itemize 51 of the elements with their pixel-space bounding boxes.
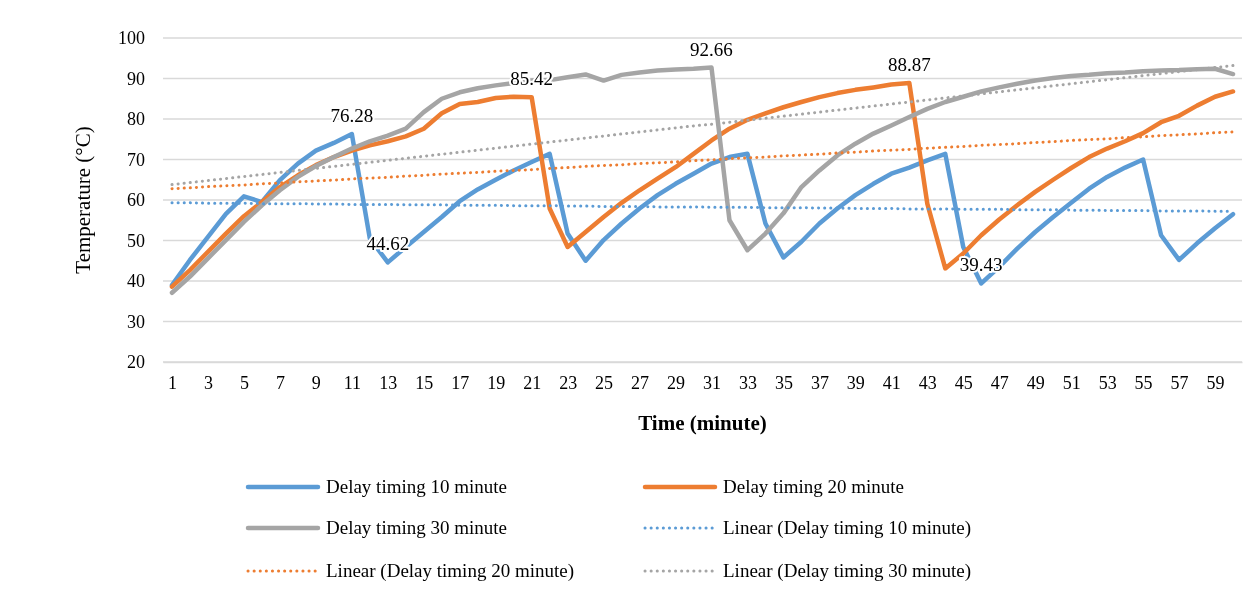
x-tick-label: 31: [702, 372, 721, 393]
x-tick-label: 7: [275, 372, 285, 393]
y-tick-label: 50: [127, 230, 145, 251]
x-tick-label: 47: [990, 372, 1009, 393]
y-tick-label: 40: [127, 271, 145, 292]
x-tick-label: 1: [167, 372, 177, 393]
y-tick-label: 20: [127, 352, 145, 373]
x-tick-label: 15: [415, 372, 434, 393]
x-tick-label: 37: [810, 372, 829, 393]
x-axis-title: Time (minute): [638, 411, 767, 435]
x-tick-label: 51: [1062, 372, 1081, 393]
legend-label: Delay timing 20 minute: [723, 476, 905, 497]
x-tick-label: 27: [631, 372, 650, 393]
x-tick-label: 43: [918, 372, 937, 393]
x-tick-label: 9: [311, 372, 321, 393]
legend-label: Delay timing 10 minute: [326, 476, 508, 497]
legend-label: Linear (Delay timing 30 minute): [723, 560, 971, 582]
legend-label: Linear (Delay timing 20 minute): [326, 560, 574, 582]
x-tick-label: 13: [379, 372, 398, 393]
y-tick-label: 90: [127, 68, 145, 89]
x-tick-label: 5: [239, 372, 249, 393]
x-tick-label: 45: [954, 372, 973, 393]
y-axis-title: Temperature (°C): [71, 126, 95, 274]
y-tick-label: 100: [118, 28, 145, 49]
legend-label: Delay timing 30 minute: [326, 517, 508, 538]
x-tick-label: 57: [1170, 372, 1189, 393]
y-tick-label: 60: [127, 190, 145, 211]
x-tick-label: 53: [1098, 372, 1117, 393]
x-tick-label: 33: [738, 372, 757, 393]
x-tick-label: 21: [523, 372, 542, 393]
x-tick-label: 11: [343, 372, 361, 393]
x-tick-label: 35: [774, 372, 793, 393]
x-tick-label: 39: [846, 372, 865, 393]
x-tick-label: 25: [595, 372, 614, 393]
x-tick-label: 23: [559, 372, 578, 393]
y-tick-label: 70: [127, 149, 145, 170]
annotation: 88.87: [887, 54, 931, 76]
x-tick-label: 41: [882, 372, 901, 393]
annotation: 76.28: [330, 105, 374, 127]
x-tick-label: 59: [1206, 372, 1225, 393]
y-tick-label: 30: [127, 311, 145, 332]
x-tick-label: 3: [203, 372, 213, 393]
legend-label: Linear (Delay timing 10 minute): [723, 517, 971, 539]
annotation: 92.66: [690, 38, 733, 60]
x-tick-label: 55: [1134, 372, 1153, 393]
x-tick-label: 49: [1026, 372, 1045, 393]
x-tick-label: 17: [451, 372, 470, 393]
y-tick-label: 80: [127, 109, 145, 130]
x-tick-label: 19: [487, 372, 506, 393]
annotation: 85.42: [510, 68, 554, 90]
x-tick-label: 29: [667, 372, 686, 393]
